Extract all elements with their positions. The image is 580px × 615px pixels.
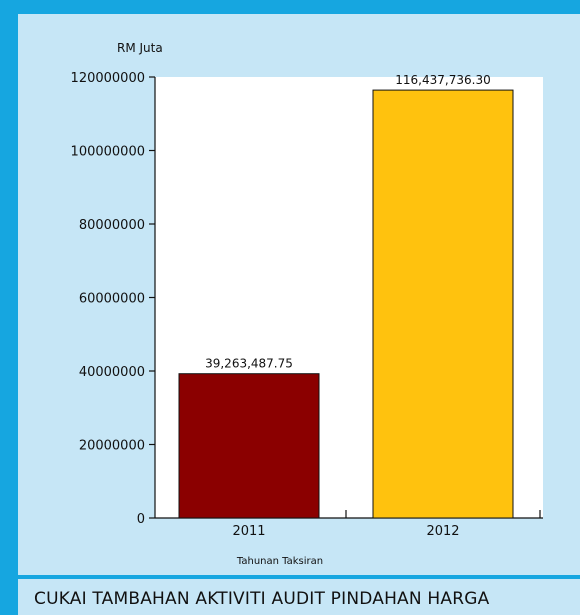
bar-2012 (372, 89, 514, 519)
data-label-2011: 39,263,487.75 (205, 357, 293, 371)
bar-2011 (178, 373, 320, 519)
y-tick-label: 120000000 (71, 71, 145, 86)
x-tick-label-2012: 2012 (426, 524, 459, 539)
y-tick-label: 40000000 (79, 365, 145, 380)
y-tick-label: 20000000 (79, 439, 145, 454)
y-tick-label: 100000000 (71, 145, 145, 160)
data-label-2012: 116,437,736.30 (395, 73, 490, 87)
y-tick-label: 0 (137, 512, 145, 527)
caption-bar: CUKAI TAMBAHAN AKTIVITI AUDIT PINDAHAN H… (18, 577, 580, 615)
x-axis-label: Tahunan Taksiran (236, 556, 323, 567)
y-tick-label: 80000000 (79, 218, 145, 233)
x-tick-label-2011: 2011 (232, 524, 265, 539)
chart-caption: CUKAI TAMBAHAN AKTIVITI AUDIT PINDAHAN H… (34, 589, 490, 609)
y-tick-label: 60000000 (79, 292, 145, 307)
y-axis-label: RM Juta (117, 41, 163, 55)
